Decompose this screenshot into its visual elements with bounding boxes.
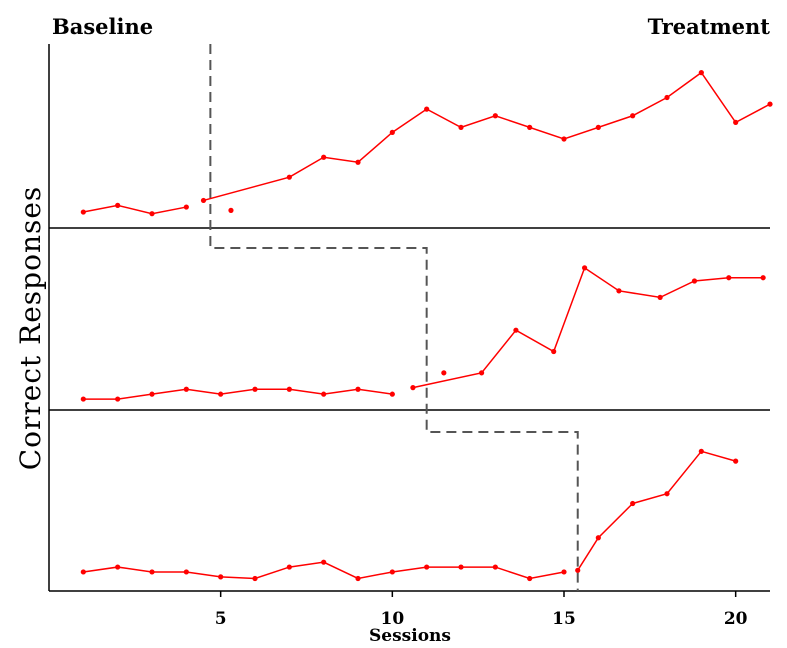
phase-change-dashed-line [209, 44, 579, 591]
panel-2-treatment-point [691, 278, 698, 284]
panel-2-isolated-point [441, 370, 447, 376]
panel-2-baseline-point [115, 396, 121, 402]
panel-3-baseline-point [424, 564, 430, 570]
y-axis-label: Correct Responses [14, 186, 47, 471]
panel-2-treatment-point [551, 348, 557, 355]
panel-1-treatment-point [458, 124, 464, 130]
panel-1-treatment-point [733, 119, 739, 125]
panel-2-baseline-point [355, 386, 361, 392]
panel-3-baseline-point [80, 569, 86, 575]
panel-1-baseline-point [183, 204, 189, 210]
panel-2-treatment-point [582, 265, 588, 271]
panel-1-baseline-point [80, 209, 86, 215]
panel-1-baseline-point [115, 202, 121, 208]
x-tick-label: 20 [724, 609, 748, 629]
panel-3-baseline-point [458, 564, 464, 570]
data-series [80, 70, 773, 582]
panel-1-treatment-point [424, 106, 430, 112]
panel-1-treatment-point [492, 113, 498, 119]
panel-3-baseline-point [183, 569, 189, 575]
panel-3-baseline-point [389, 569, 395, 575]
panel-2-treatment-line [412, 266, 764, 389]
panel-1-treatment-point [527, 124, 533, 130]
panel-1-treatment-point [767, 101, 773, 107]
panel-3-treatment-point [733, 458, 739, 464]
panel-2-treatment-point [479, 370, 485, 376]
panel-2-baseline-line [83, 388, 393, 400]
phase-change-line [209, 44, 579, 591]
panel-3-baseline-point [527, 575, 533, 582]
panel-1-treatment-line [203, 71, 771, 202]
panel-1-treatment-point [561, 136, 567, 142]
panel-2-treatment-point [513, 327, 519, 333]
panel-2-baseline-point [218, 391, 224, 397]
panel-3-baseline-point [355, 575, 361, 582]
x-axis-ticks: 5 10 15 20 [215, 591, 748, 629]
axes [48, 44, 770, 592]
panel-3-treatment-point [698, 448, 704, 454]
panel-3-baseline-point [492, 564, 498, 570]
x-tick-label: 5 [215, 609, 227, 629]
panel-1-treatment-point [321, 154, 327, 160]
panel-1-treatment-point [389, 129, 395, 135]
panel-2-baseline-point [286, 386, 292, 392]
panel-2-baseline-point [389, 391, 395, 397]
panel-2-treatment-point [657, 294, 663, 300]
panel-1-treatment-point [664, 94, 670, 101]
panel-3-treatment-point [595, 535, 601, 541]
panel-1-treatment-point [630, 113, 636, 119]
panel-3-baseline-point [149, 569, 155, 575]
panel-3-baseline-point [218, 574, 224, 580]
panel-2-treatment-point [410, 385, 416, 391]
panel-3-treatment-point [630, 500, 636, 507]
panel-3-baseline-point [286, 564, 292, 570]
panel-2-treatment-point [616, 288, 622, 294]
panel-2-baseline-point [149, 391, 155, 397]
panel-3-baseline-point [115, 564, 121, 570]
panel-1-isolated-point [228, 207, 234, 213]
x-axis-label: Sessions [369, 626, 451, 646]
panel-2-treatment-point [726, 275, 732, 281]
panel-2-baseline-point [80, 396, 86, 402]
panel-3-baseline-point [252, 575, 258, 582]
panel-1-treatment-point [286, 174, 292, 180]
panel-2-baseline-point [183, 386, 189, 392]
panel-2-treatment-point [760, 275, 766, 281]
x-tick-label: 15 [552, 609, 576, 629]
panel-1-treatment-point [595, 124, 601, 130]
panel-3-baseline-point [321, 559, 327, 565]
baseline-label: Baseline [52, 14, 153, 39]
panel-1-treatment-point [355, 159, 361, 165]
panel-2-baseline-point [321, 391, 327, 397]
treatment-label: Treatment [648, 14, 771, 39]
panel-3-baseline-point [561, 569, 567, 575]
panel-3-treatment-point [664, 491, 670, 497]
panel-3-treatment-line [577, 450, 736, 571]
panel-1-baseline-line [83, 204, 187, 215]
panel-1-treatment-point [698, 70, 704, 76]
panel-2-baseline-point [252, 386, 258, 392]
x-tick-label: 10 [380, 609, 404, 629]
panel-1-baseline-point [149, 211, 155, 217]
panel-1-treatment-point [200, 197, 207, 204]
panel-3-treatment-point [575, 567, 581, 573]
